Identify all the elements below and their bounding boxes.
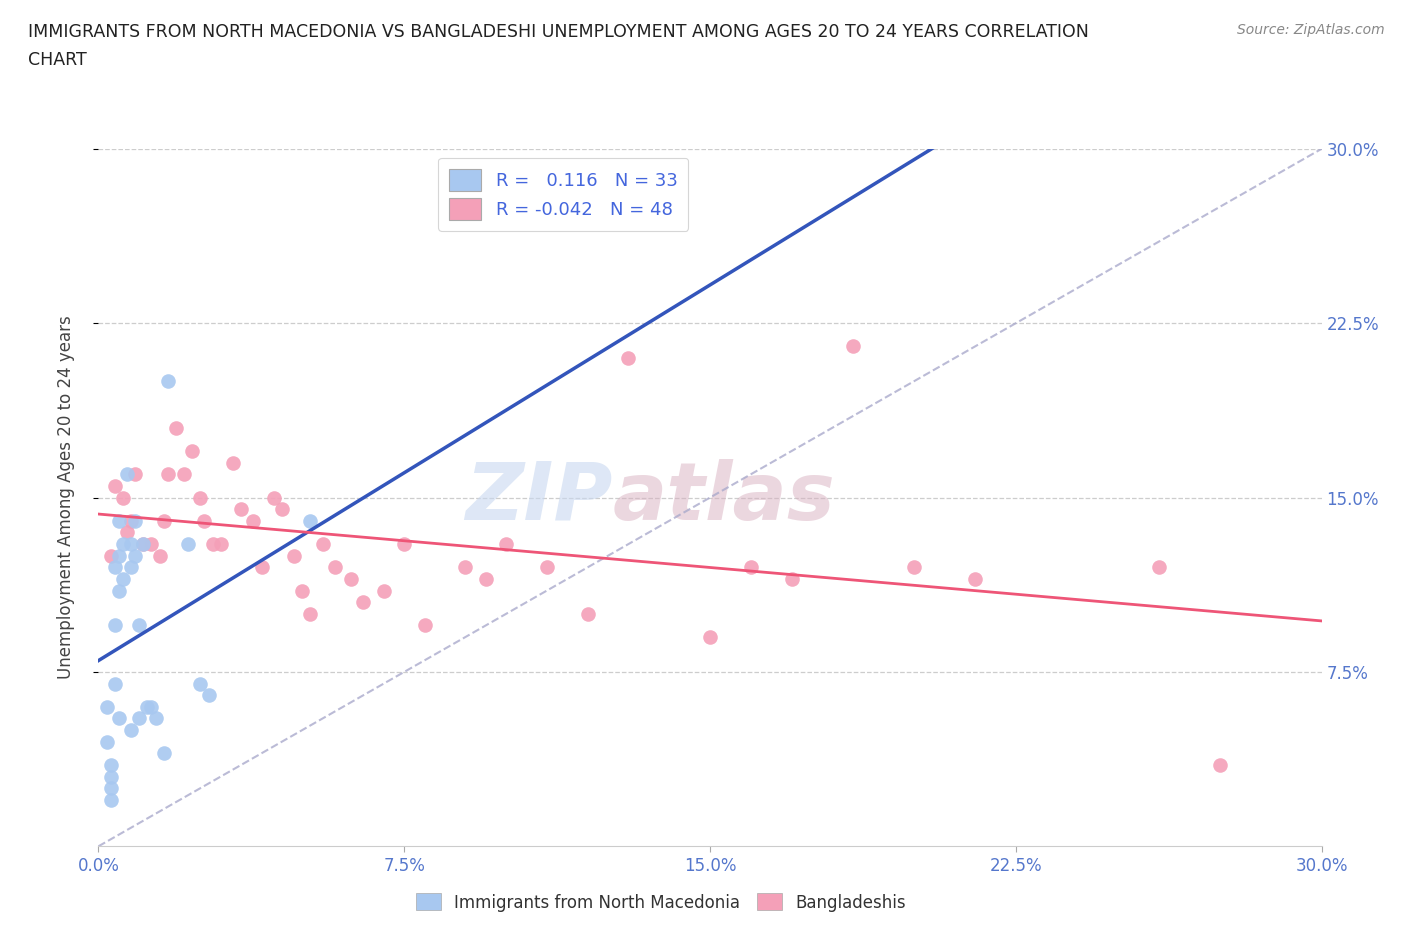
Point (152, 513, 174, 528)
Point (108, 513, 131, 528)
Text: Source: ZipAtlas.com: Source: ZipAtlas.com (1237, 23, 1385, 37)
Point (299, 513, 322, 528)
Text: IMMIGRANTS FROM NORTH MACEDONIA VS BANGLADESHI UNEMPLOYMENT AMONG AGES 20 TO 24 : IMMIGRANTS FROM NORTH MACEDONIA VS BANGL… (28, 23, 1090, 41)
Point (100, 769, 122, 784)
Point (100, 781, 122, 796)
Point (576, 606, 599, 621)
Point (111, 490, 134, 505)
Point (222, 456, 245, 471)
Point (141, 537, 163, 551)
Point (283, 549, 305, 564)
Point (270, 502, 294, 517)
Point (104, 676, 127, 691)
Point (242, 513, 264, 528)
Point (96, 735, 118, 750)
Point (100, 549, 122, 564)
Text: atlas: atlas (612, 458, 835, 537)
Point (152, 746, 174, 761)
Legend: Immigrants from North Macedonia, Bangladeshis: Immigrants from North Macedonia, Banglad… (409, 886, 912, 918)
Point (124, 549, 146, 564)
Point (299, 606, 322, 621)
Point (177, 537, 200, 551)
Point (263, 490, 285, 505)
Point (495, 537, 517, 551)
Point (740, 560, 762, 575)
Point (120, 537, 142, 551)
Point (173, 467, 195, 482)
Point (120, 560, 142, 575)
Point (209, 537, 232, 551)
Point (120, 723, 142, 737)
Point (201, 537, 224, 551)
Point (699, 630, 721, 644)
Point (841, 339, 863, 354)
Point (231, 502, 253, 517)
Point (965, 571, 987, 587)
Point (108, 711, 131, 726)
Point (413, 618, 436, 633)
Point (536, 560, 558, 575)
Point (188, 490, 212, 505)
Point (250, 560, 273, 575)
Text: CHART: CHART (28, 51, 87, 69)
Point (392, 537, 416, 551)
Point (474, 571, 498, 587)
Point (149, 549, 172, 564)
Point (128, 711, 150, 726)
Point (108, 549, 131, 564)
Point (124, 467, 146, 482)
Point (132, 537, 155, 551)
Point (617, 351, 640, 365)
Text: ZIP: ZIP (465, 458, 612, 537)
Point (1209, 757, 1232, 772)
Point (100, 757, 122, 772)
Point (104, 560, 127, 575)
Point (104, 479, 127, 494)
Point (111, 537, 134, 551)
Point (340, 571, 363, 587)
Point (193, 513, 215, 528)
Point (141, 699, 163, 714)
Point (780, 571, 803, 587)
Point (903, 560, 925, 575)
Point (136, 699, 159, 714)
Point (156, 467, 179, 482)
Point (96, 699, 118, 714)
Point (1147, 560, 1170, 575)
Point (128, 618, 150, 633)
Point (111, 571, 134, 587)
Point (312, 537, 335, 551)
Point (132, 537, 155, 551)
Point (115, 525, 138, 540)
Point (373, 583, 395, 598)
Point (165, 420, 187, 435)
Point (197, 688, 219, 703)
Point (108, 583, 131, 598)
Point (454, 560, 477, 575)
Point (100, 792, 122, 807)
Point (156, 374, 179, 389)
Point (145, 711, 167, 726)
Point (115, 467, 138, 482)
Y-axis label: Unemployment Among Ages 20 to 24 years: Unemployment Among Ages 20 to 24 years (56, 315, 75, 680)
Point (104, 618, 127, 633)
Point (291, 583, 314, 598)
Point (181, 444, 204, 458)
Point (188, 676, 212, 691)
Point (323, 560, 346, 575)
Point (124, 513, 146, 528)
Point (352, 595, 374, 610)
Point (120, 513, 142, 528)
